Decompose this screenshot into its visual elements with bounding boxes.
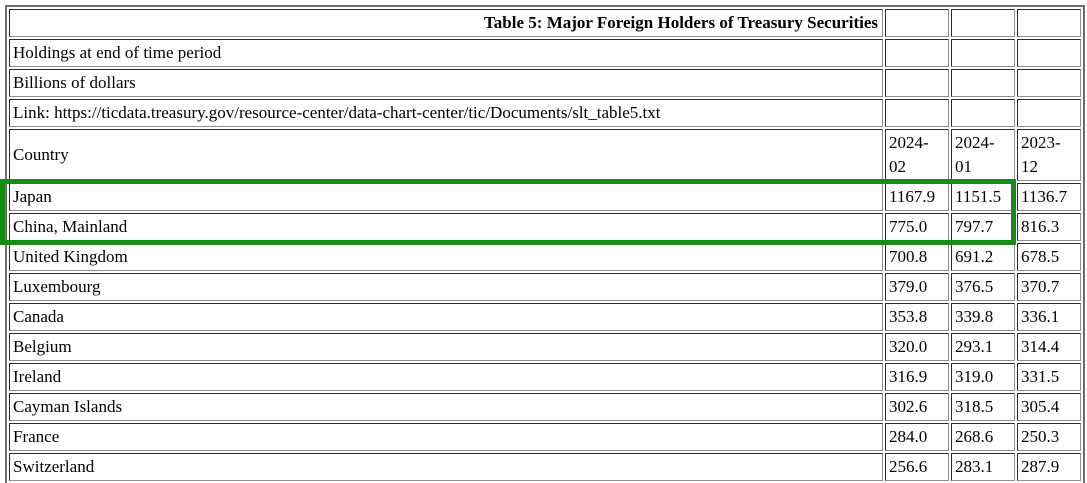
table-row: Belgium 320.0 293.1 314.4 <box>9 333 1081 361</box>
link-note: Link: https://ticdata.treasury.gov/resou… <box>9 99 883 127</box>
country-cell: United Kingdom <box>9 243 883 271</box>
value-cell: 1151.5 <box>951 183 1015 211</box>
value-cell: 284.0 <box>885 423 949 451</box>
units-note-row: Billions of dollars <box>9 69 1081 97</box>
country-cell: Japan <box>9 183 883 211</box>
empty-cell <box>951 9 1015 37</box>
link-note-row: Link: https://ticdata.treasury.gov/resou… <box>9 99 1081 127</box>
empty-cell <box>885 99 949 127</box>
empty-cell <box>951 69 1015 97</box>
value-cell: 318.5 <box>951 393 1015 421</box>
country-cell: China, Mainland <box>9 213 883 241</box>
empty-cell <box>1017 9 1081 37</box>
table-head-section: Table 5: Major Foreign Holders of Treasu… <box>9 9 1081 181</box>
period-label: 2023-12 <box>1021 133 1061 176</box>
table-row: Japan 1167.9 1151.5 1136.7 <box>9 183 1081 211</box>
value-cell: 339.8 <box>951 303 1015 331</box>
holdings-note-row: Holdings at end of time period <box>9 39 1081 67</box>
value-cell: 250.3 <box>1017 423 1081 451</box>
value-cell: 256.6 <box>885 453 949 481</box>
period-label: 2024-01 <box>955 133 995 176</box>
value-cell: 691.2 <box>951 243 1015 271</box>
units-note: Billions of dollars <box>9 69 883 97</box>
value-cell: 775.0 <box>885 213 949 241</box>
table-row: France 284.0 268.6 250.3 <box>9 423 1081 451</box>
value-cell: 816.3 <box>1017 213 1081 241</box>
table-row: Luxembourg 379.0 376.5 370.7 <box>9 273 1081 301</box>
value-cell: 287.9 <box>1017 453 1081 481</box>
country-cell: Belgium <box>9 333 883 361</box>
value-cell: 293.1 <box>951 333 1015 361</box>
title-row: Table 5: Major Foreign Holders of Treasu… <box>9 9 1081 37</box>
empty-cell <box>1017 39 1081 67</box>
value-cell: 379.0 <box>885 273 949 301</box>
country-cell: Cayman Islands <box>9 393 883 421</box>
country-cell: Canada <box>9 303 883 331</box>
value-cell: 319.0 <box>951 363 1015 391</box>
table-row: Ireland 316.9 319.0 331.5 <box>9 363 1081 391</box>
value-cell: 336.1 <box>1017 303 1081 331</box>
table-row: China, Mainland 775.0 797.7 816.3 <box>9 213 1081 241</box>
table-title: Table 5: Major Foreign Holders of Treasu… <box>9 9 883 37</box>
country-cell: Switzerland <box>9 453 883 481</box>
value-cell: 1136.7 <box>1017 183 1081 211</box>
empty-cell <box>1017 99 1081 127</box>
period-column-header: 2024-02 <box>885 129 949 181</box>
holdings-note: Holdings at end of time period <box>9 39 883 67</box>
period-column-header: 2024-01 <box>951 129 1015 181</box>
empty-cell <box>885 69 949 97</box>
period-label: 2024-02 <box>889 133 929 176</box>
value-cell: 305.4 <box>1017 393 1081 421</box>
value-cell: 370.7 <box>1017 273 1081 301</box>
value-cell: 316.9 <box>885 363 949 391</box>
treasury-holders-table: Table 5: Major Foreign Holders of Treasu… <box>5 5 1085 483</box>
table-row: Switzerland 256.6 283.1 287.9 <box>9 453 1081 481</box>
value-cell: 678.5 <box>1017 243 1081 271</box>
column-header-row: Country 2024-02 2024-01 2023-12 <box>9 129 1081 181</box>
table-row: United Kingdom 700.8 691.2 678.5 <box>9 243 1081 271</box>
value-cell: 700.8 <box>885 243 949 271</box>
value-cell: 268.6 <box>951 423 1015 451</box>
value-cell: 302.6 <box>885 393 949 421</box>
value-cell: 283.1 <box>951 453 1015 481</box>
value-cell: 314.4 <box>1017 333 1081 361</box>
value-cell: 797.7 <box>951 213 1015 241</box>
empty-cell <box>951 99 1015 127</box>
country-cell: Luxembourg <box>9 273 883 301</box>
empty-cell <box>951 39 1015 67</box>
country-column-header: Country <box>9 129 883 181</box>
country-cell: France <box>9 423 883 451</box>
country-cell: Ireland <box>9 363 883 391</box>
empty-cell <box>885 39 949 67</box>
table-row: Canada 353.8 339.8 336.1 <box>9 303 1081 331</box>
value-cell: 331.5 <box>1017 363 1081 391</box>
period-column-header: 2023-12 <box>1017 129 1081 181</box>
value-cell: 1167.9 <box>885 183 949 211</box>
empty-cell <box>1017 69 1081 97</box>
value-cell: 376.5 <box>951 273 1015 301</box>
value-cell: 353.8 <box>885 303 949 331</box>
value-cell: 320.0 <box>885 333 949 361</box>
empty-cell <box>885 9 949 37</box>
table-body-section: Japan 1167.9 1151.5 1136.7 China, Mainland 77… <box>9 183 1081 481</box>
table-row: Cayman Islands 302.6 318.5 305.4 <box>9 393 1081 421</box>
